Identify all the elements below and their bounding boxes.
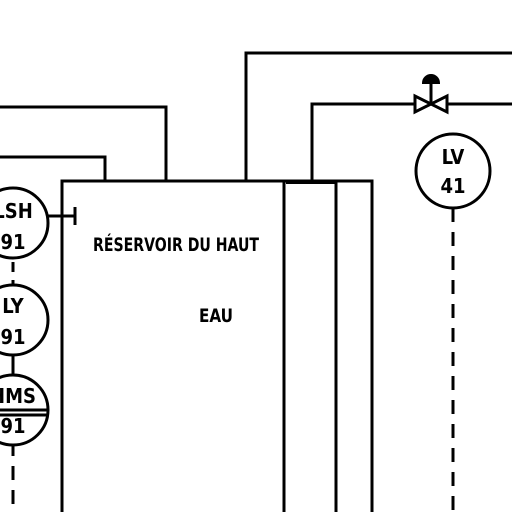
instrument-bubble-lsh91[interactable]: LSH 91 xyxy=(0,186,50,260)
instrument-loop-number: 91 xyxy=(0,414,25,438)
pipe-outer-loop xyxy=(244,51,512,180)
instrument-bubble-ly91[interactable]: LY 91 xyxy=(0,283,50,357)
pipe-left-upper xyxy=(0,105,168,180)
instrument-bubble-hms91[interactable]: HMS 91 xyxy=(0,373,50,447)
instrument-loop-number: 41 xyxy=(440,174,465,198)
instrument-bubble-lv41[interactable]: LV 41 xyxy=(414,132,492,210)
tank-title: RÉSERVOIR DU HAUT xyxy=(93,233,259,256)
tank-reservoir xyxy=(60,179,374,517)
instrument-loop-number: 91 xyxy=(0,230,25,254)
level-switch-tap xyxy=(46,207,77,225)
instrument-loop-number: 91 xyxy=(0,325,25,349)
instrument-tag-lsh: LSH xyxy=(0,199,33,223)
control-valve-icon xyxy=(413,74,449,115)
instrument-tag-lv: LV xyxy=(442,145,465,169)
tank-content-label: EAU xyxy=(199,305,233,327)
instrument-tag-hms: HMS xyxy=(0,384,36,408)
pipe-left-lower xyxy=(0,155,107,180)
instrument-tag-ly: LY xyxy=(2,294,24,318)
